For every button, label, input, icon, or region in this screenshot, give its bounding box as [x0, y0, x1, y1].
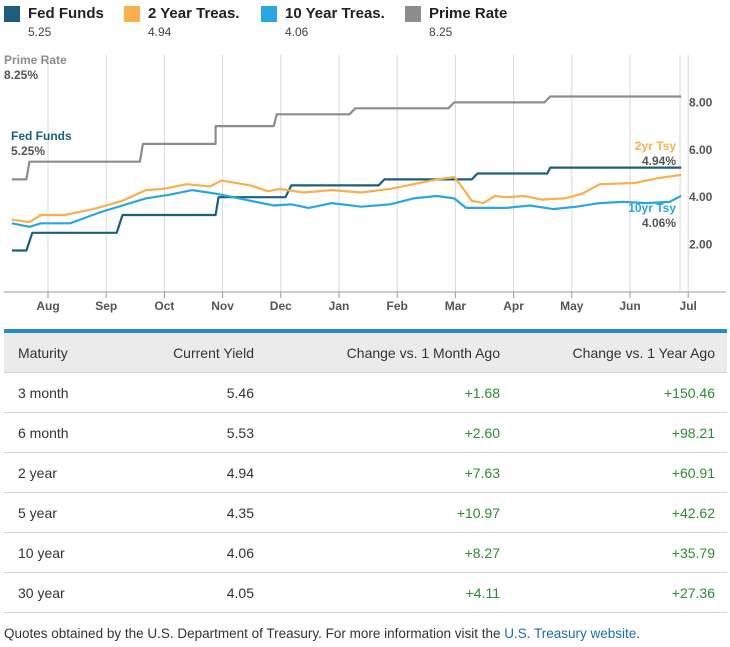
maturity-cell: 3 month — [4, 372, 138, 413]
footnote-text: Quotes obtained by the U.S. Department o… — [4, 626, 505, 641]
table-header-row: Maturity Current Yield Change vs. 1 Mont… — [4, 333, 727, 373]
prime-rate-line — [11, 95, 682, 181]
maturity-cell: 5 year — [4, 492, 138, 533]
rates-line-chart: Aug Sep Oct Nov Dec Jan Feb Mar Apr May Jun Jul 2.00… — [4, 53, 726, 313]
table-top-rule — [4, 329, 727, 333]
maturity-cell: 6 month — [4, 412, 138, 453]
x-tick-label: Sep — [95, 299, 117, 313]
column-header-change-1-year[interactable]: Change vs. 1 Year Ago — [500, 333, 727, 373]
x-tick-label: Oct — [154, 299, 174, 313]
yields-table: Maturity Current Yield Change vs. 1 Mont… — [4, 333, 727, 613]
x-tick-label: Aug — [36, 299, 59, 313]
table-row: 2 year 4.94 +7.63 +60.91 — [4, 452, 727, 493]
legend-value: 4.94 — [148, 25, 172, 39]
current-yield-cell: 5.53 — [138, 412, 254, 453]
legend-name: 10 Year Treas. — [285, 5, 385, 22]
current-yield-cell: 4.05 — [138, 572, 254, 613]
x-tick-label: Jun — [619, 299, 640, 313]
chart-legend: Fed Funds 5.25 2 Year Treas. 4.94 10 Yea… — [0, 0, 730, 44]
footnote-end: . — [636, 626, 641, 641]
x-tick-label: Apr — [503, 299, 524, 313]
legend-swatch — [4, 6, 20, 22]
2-year-treas--series-label: 2yr Tsy — [635, 139, 676, 153]
y-tick-label: 6.00 — [689, 143, 713, 157]
current-yield-cell: 4.35 — [138, 492, 254, 533]
current-yield-cell: 4.94 — [138, 452, 254, 493]
x-tick-label: Mar — [445, 299, 467, 313]
legend-name: Fed Funds — [28, 5, 104, 22]
legend-value: 8.25 — [429, 25, 453, 39]
10-year-treas--series-value: 4.06% — [642, 216, 676, 230]
change-1-year-cell: +150.46 — [500, 372, 727, 413]
legend-value: 5.25 — [28, 25, 52, 39]
source-footnote: Quotes obtained by the U.S. Department o… — [4, 626, 640, 641]
2-year-treas--series-value: 4.94% — [642, 154, 676, 168]
current-yield-cell: 5.46 — [138, 372, 254, 413]
change-1-year-cell: +42.62 — [500, 492, 727, 533]
change-1-year-cell: +35.79 — [500, 532, 727, 573]
change-1-year-cell: +98.21 — [500, 412, 727, 453]
change-1-year-cell: +27.36 — [500, 572, 727, 613]
legend-swatch — [405, 6, 421, 22]
legend-swatch — [261, 6, 277, 22]
x-tick-label: Jan — [329, 299, 350, 313]
change-1-year-cell: +60.91 — [500, 452, 727, 493]
table-row: 6 month 5.53 +2.60 +98.21 — [4, 412, 727, 453]
x-tick-label: May — [560, 299, 584, 313]
10-year-treas--line — [11, 189, 682, 228]
table-row: 30 year 4.05 +4.11 +27.36 — [4, 572, 727, 613]
table-row: 3 month 5.46 +1.68 +150.46 — [4, 372, 727, 413]
maturity-cell: 2 year — [4, 452, 138, 493]
legend-swatch — [124, 6, 140, 22]
legend-name: 2 Year Treas. — [148, 5, 240, 22]
fed-funds-series-value: 5.25% — [11, 144, 45, 158]
x-tick-label: Dec — [270, 299, 292, 313]
prime-rate-series-label: Prime Rate — [4, 53, 67, 67]
table-row: 5 year 4.35 +10.97 +42.62 — [4, 492, 727, 533]
change-1-month-cell: +4.11 — [254, 572, 500, 613]
column-header-current-yield[interactable]: Current Yield — [138, 333, 254, 373]
x-tick-label: Nov — [211, 299, 234, 313]
x-tick-label: Feb — [387, 299, 408, 313]
maturity-cell: 30 year — [4, 572, 138, 613]
change-1-month-cell: +10.97 — [254, 492, 500, 533]
change-1-month-cell: +2.60 — [254, 412, 500, 453]
legend-name: Prime Rate — [429, 5, 508, 22]
fed-funds-series-label: Fed Funds — [11, 129, 72, 143]
column-header-change-1-month[interactable]: Change vs. 1 Month Ago — [254, 333, 500, 373]
legend-value: 4.06 — [285, 25, 309, 39]
treasury-website-link[interactable]: U.S. Treasury website — [504, 626, 637, 641]
y-tick-label: 2.00 — [689, 238, 713, 252]
maturity-cell: 10 year — [4, 532, 138, 573]
change-1-month-cell: +7.63 — [254, 452, 500, 493]
x-tick-label: Jul — [680, 299, 697, 313]
current-yield-cell: 4.06 — [138, 532, 254, 573]
y-tick-label: 4.00 — [689, 190, 713, 204]
y-tick-label: 8.00 — [689, 95, 713, 109]
prime-rate-series-value: 8.25% — [4, 68, 38, 82]
change-1-month-cell: +1.68 — [254, 372, 500, 413]
2-year-treas--line — [11, 173, 682, 224]
table-row: 10 year 4.06 +8.27 +35.79 — [4, 532, 727, 573]
change-1-month-cell: +8.27 — [254, 532, 500, 573]
column-header-maturity[interactable]: Maturity — [4, 333, 138, 373]
10-year-treas--series-label: 10yr Tsy — [628, 201, 676, 215]
